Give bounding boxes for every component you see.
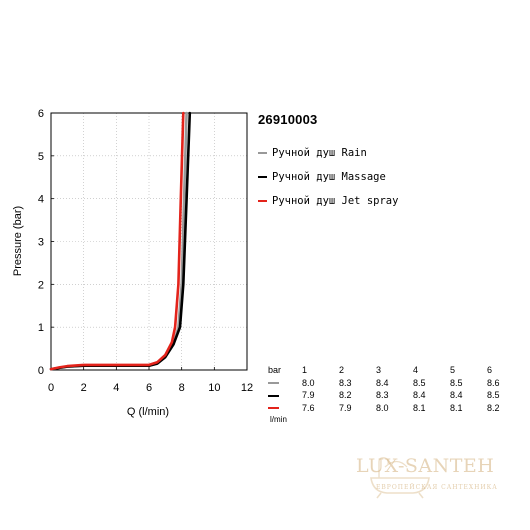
legend-swatch — [258, 200, 267, 202]
table-cell: 8.2 — [339, 390, 352, 401]
series-line-2 — [49, 111, 185, 371]
legend-item-jet: Ручной душ Jet spray — [258, 189, 518, 213]
x-tick-label: 10 — [208, 382, 220, 394]
legend-swatch — [258, 176, 267, 178]
table-cell: 8.5 — [450, 377, 463, 388]
table-row: 7.9 8.2 8.3 8.4 8.4 8.5 — [268, 389, 524, 402]
table-row: 7.6 7.9 8.0 8.1 8.1 8.2 — [268, 402, 524, 415]
chart-title: 26910003 — [258, 112, 318, 127]
legend-item-massage: Ручной душ Massage — [258, 165, 518, 189]
table-cell: 8.1 — [413, 402, 426, 413]
x-axis-label: Q (l/min) — [127, 406, 169, 418]
x-tick-label: 2 — [81, 382, 87, 394]
table-cell: 8.4 — [450, 390, 463, 401]
legend-label: Ручной душ Jet spray — [272, 195, 399, 207]
series-line-0 — [49, 111, 188, 371]
series-line-1 — [49, 111, 192, 371]
pressure-header: 3 — [376, 365, 382, 376]
plot-frame — [50, 112, 248, 371]
x-tick-label: 4 — [113, 382, 119, 394]
y-tick-label: 5 — [38, 151, 44, 163]
table-cell: 8.1 — [450, 402, 463, 413]
chart-legend: 26910003 Ручной душ Rain Ручной душ Mass… — [258, 112, 518, 213]
table-cell: 8.2 — [487, 402, 500, 413]
table-cell: 8.3 — [376, 390, 389, 401]
pressure-header: 4 — [413, 365, 419, 376]
row-marker — [268, 377, 302, 390]
table-cell: 8.4 — [413, 390, 426, 401]
table-cell: 8.5 — [413, 377, 426, 388]
table-cell: 7.9 — [302, 390, 315, 401]
y-tick-label: 2 — [38, 279, 44, 291]
legend-label: Ручной душ Massage — [272, 171, 386, 183]
legend-item-rain: Ручной душ Rain — [258, 141, 518, 165]
x-tick-label: 8 — [179, 382, 185, 394]
table-header-row: bar 1 2 3 4 5 6 — [268, 364, 524, 377]
table-cell: 8.0 — [376, 402, 389, 413]
table-cell: 7.6 — [302, 402, 315, 413]
table-cell: 8.4 — [376, 377, 389, 388]
row-marker — [268, 402, 302, 415]
flow-rate-table: bar 1 2 3 4 5 6 8.0 8.3 8.4 8.5 8.5 8.6 … — [268, 364, 524, 414]
table-row: 8.0 8.3 8.4 8.5 8.5 8.6 — [268, 377, 524, 390]
pressure-header: 2 — [339, 365, 345, 376]
row-marker — [268, 389, 302, 402]
legend-label: Ручной душ Rain — [272, 147, 367, 159]
x-tick-label: 12 — [241, 382, 253, 394]
pressure-header: 5 — [450, 365, 456, 376]
pressure-header: 6 — [487, 365, 493, 376]
legend-swatch — [258, 152, 267, 154]
flow-unit-label: l/min — [270, 415, 287, 424]
y-tick-label: 3 — [38, 237, 44, 249]
x-tick-label: 6 — [146, 382, 152, 394]
chart-grid — [50, 112, 248, 371]
watermark-text: LUX-SANTEH — [356, 455, 495, 477]
y-axis-label: Pressure (bar) — [12, 206, 24, 276]
table-cell: 7.9 — [339, 402, 352, 413]
table-cell: 8.6 — [487, 377, 500, 388]
table-cell: 8.0 — [302, 377, 315, 388]
y-tick-label: 6 — [38, 108, 44, 120]
watermark-subtext: ЕВРОПЕЙСКАЯ САНТЕХНИКА — [376, 484, 498, 491]
table-cell: 8.5 — [487, 390, 500, 401]
chart-series — [49, 111, 192, 371]
y-tick-label: 4 — [38, 194, 44, 206]
x-tick-label: 0 — [48, 382, 54, 394]
y-tick-label: 1 — [38, 322, 44, 334]
table-header-label: bar — [268, 365, 282, 376]
pressure-header: 1 — [302, 365, 308, 376]
y-tick-label: 0 — [38, 365, 44, 377]
table-cell: 8.3 — [339, 377, 352, 388]
bathtub-logo-icon — [370, 457, 430, 499]
